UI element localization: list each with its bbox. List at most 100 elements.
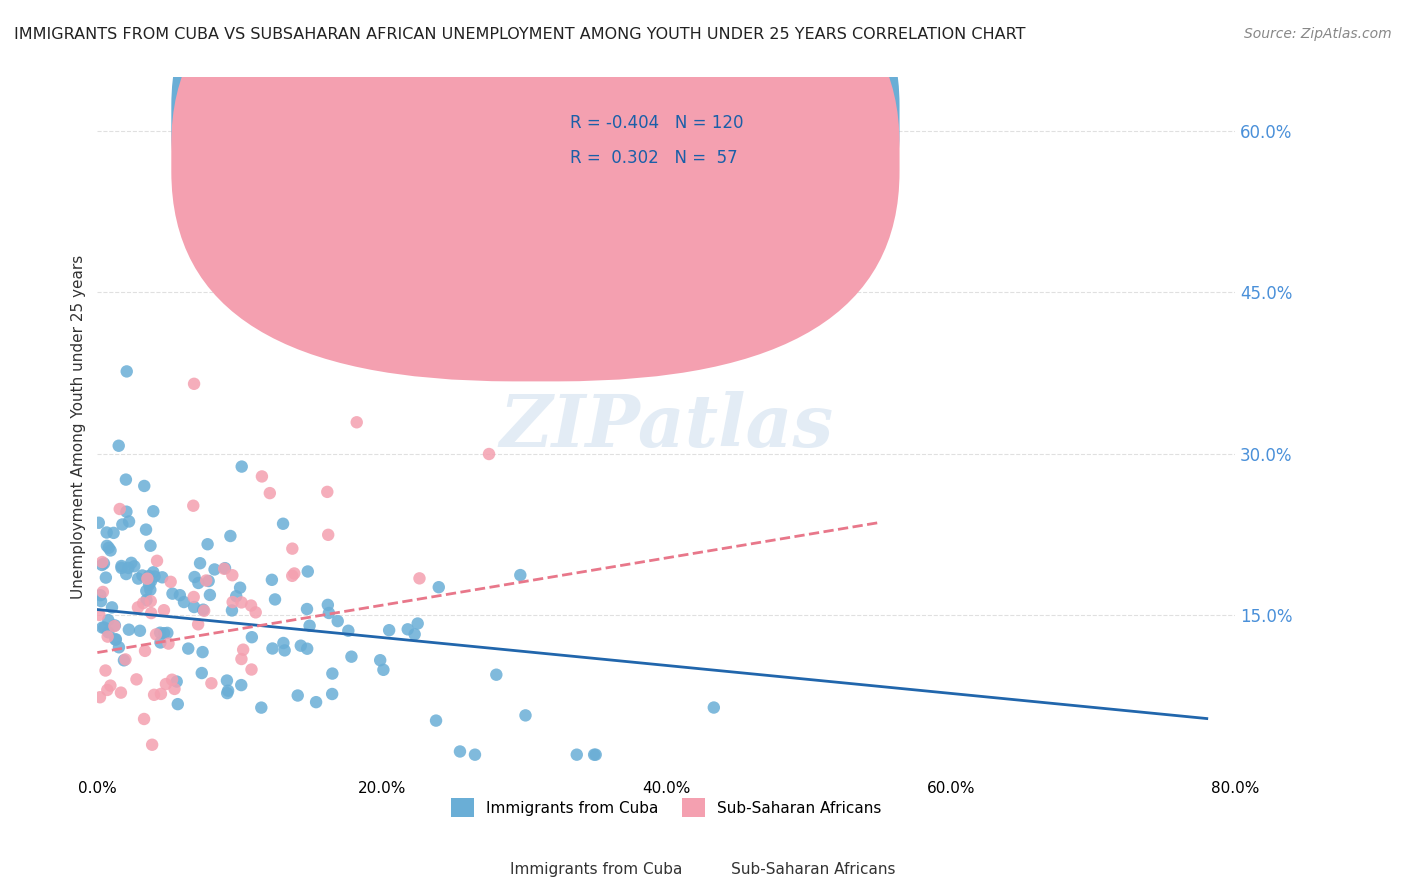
- Point: [449, 744, 471, 758]
- Text: Source: ZipAtlas.com: Source: ZipAtlas.com: [1244, 27, 1392, 41]
- Point: [93, 557, 115, 571]
- Point: [197, 537, 219, 551]
- Point: [316, 528, 339, 542]
- Point: [404, 627, 426, 641]
- Point: [509, 568, 531, 582]
- Point: [221, 568, 243, 582]
- Text: R =  0.302   N =  57: R = 0.302 N = 57: [569, 149, 737, 167]
- Point: [139, 574, 162, 589]
- Point: [96, 682, 118, 697]
- Point: [138, 577, 160, 591]
- Point: [262, 641, 284, 656]
- Point: [232, 642, 254, 657]
- Point: [485, 667, 508, 681]
- Point: [281, 541, 304, 556]
- Point: [200, 676, 222, 690]
- Point: [231, 678, 253, 692]
- Point: [141, 738, 163, 752]
- Point: [143, 688, 166, 702]
- Point: [368, 653, 391, 667]
- Point: [298, 618, 321, 632]
- Point: [204, 562, 226, 576]
- Point: [100, 679, 122, 693]
- Point: [149, 635, 172, 649]
- Point: [316, 484, 339, 499]
- Point: [173, 595, 195, 609]
- Point: [316, 598, 339, 612]
- Point: [94, 571, 117, 585]
- Point: [378, 623, 401, 637]
- Point: [136, 572, 159, 586]
- Point: [132, 596, 155, 610]
- Point: [187, 617, 209, 632]
- Point: [231, 595, 253, 609]
- Point: [131, 568, 153, 582]
- Point: [134, 479, 156, 493]
- Point: [104, 632, 127, 647]
- Point: [264, 592, 287, 607]
- Point: [321, 687, 343, 701]
- Point: [305, 695, 328, 709]
- Point: [91, 621, 114, 635]
- Point: [115, 505, 138, 519]
- Point: [183, 376, 205, 391]
- Point: [104, 632, 127, 647]
- Point: [346, 415, 368, 429]
- Point: [153, 603, 176, 617]
- Point: [89, 607, 111, 622]
- Point: [150, 570, 173, 584]
- Point: [141, 606, 163, 620]
- Point: [425, 714, 447, 728]
- Point: [118, 515, 141, 529]
- Point: [160, 673, 183, 687]
- Point: [110, 686, 132, 700]
- Point: [703, 700, 725, 714]
- Point: [240, 663, 263, 677]
- Point: [214, 561, 236, 575]
- Point: [157, 637, 180, 651]
- Point: [427, 580, 450, 594]
- Point: [163, 681, 186, 696]
- Point: [90, 558, 112, 572]
- Point: [245, 606, 267, 620]
- Point: [146, 554, 169, 568]
- Point: [283, 566, 305, 581]
- Point: [240, 599, 263, 613]
- Point: [191, 603, 214, 617]
- Point: [318, 606, 340, 620]
- FancyBboxPatch shape: [172, 0, 900, 382]
- Point: [89, 690, 111, 705]
- Point: [373, 663, 395, 677]
- Point: [155, 677, 177, 691]
- Point: [120, 556, 142, 570]
- Point: [408, 571, 430, 585]
- Point: [107, 439, 129, 453]
- Text: IMMIGRANTS FROM CUBA VS SUBSAHARAN AFRICAN UNEMPLOYMENT AMONG YOUTH UNDER 25 YEA: IMMIGRANTS FROM CUBA VS SUBSAHARAN AFRIC…: [14, 27, 1025, 42]
- Point: [108, 502, 131, 516]
- Point: [93, 621, 115, 635]
- Point: [94, 664, 117, 678]
- Point: [166, 674, 188, 689]
- Point: [183, 590, 205, 604]
- Point: [125, 673, 148, 687]
- Point: [159, 574, 181, 589]
- Point: [273, 636, 295, 650]
- Point: [515, 708, 537, 723]
- Point: [321, 666, 343, 681]
- Point: [295, 641, 318, 656]
- Point: [326, 614, 349, 628]
- Point: [464, 747, 486, 762]
- Point: [183, 600, 205, 615]
- Point: [297, 565, 319, 579]
- Point: [250, 469, 273, 483]
- Point: [96, 539, 118, 553]
- Point: [219, 529, 242, 543]
- Point: [104, 618, 127, 632]
- Point: [112, 653, 135, 667]
- Point: [149, 625, 172, 640]
- Point: [583, 747, 606, 762]
- Point: [195, 574, 218, 588]
- Point: [191, 666, 214, 681]
- Point: [97, 630, 120, 644]
- Point: [90, 594, 112, 608]
